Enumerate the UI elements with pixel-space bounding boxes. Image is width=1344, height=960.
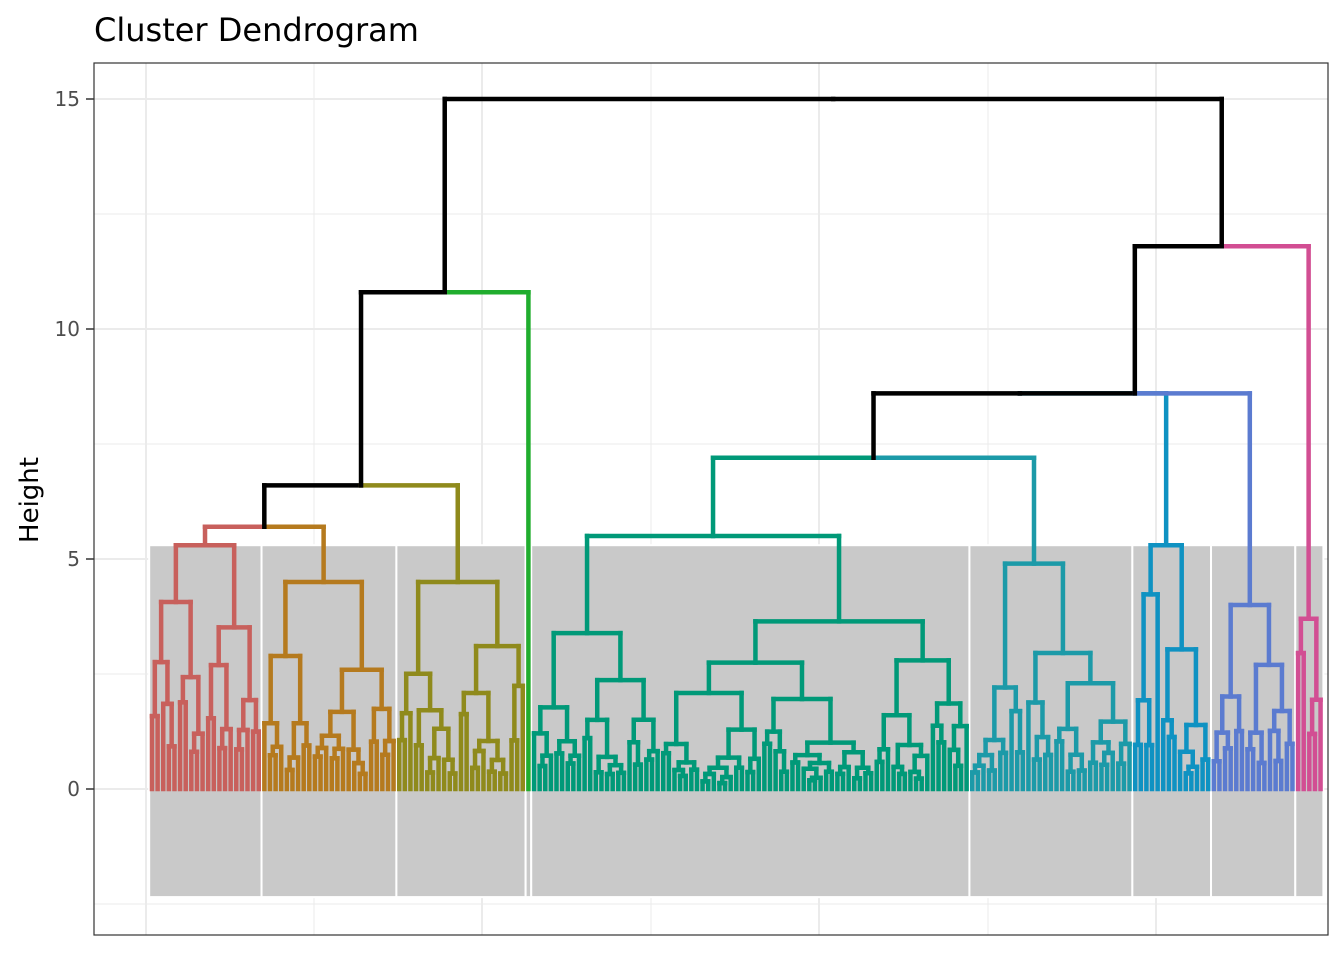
y-axis: 0 5 10 15 — [55, 87, 94, 801]
y-tick-label: 0 — [67, 777, 80, 801]
y-tick-label: 5 — [67, 547, 80, 571]
y-tick-label: 10 — [55, 317, 80, 341]
dendrogram-tree — [149, 96, 1323, 792]
plot-panel-border — [93, 62, 1329, 936]
y-tick-label: 15 — [55, 87, 80, 111]
y-axis-label: Height — [15, 457, 45, 543]
chart-title: Cluster Dendrogram — [94, 11, 419, 49]
